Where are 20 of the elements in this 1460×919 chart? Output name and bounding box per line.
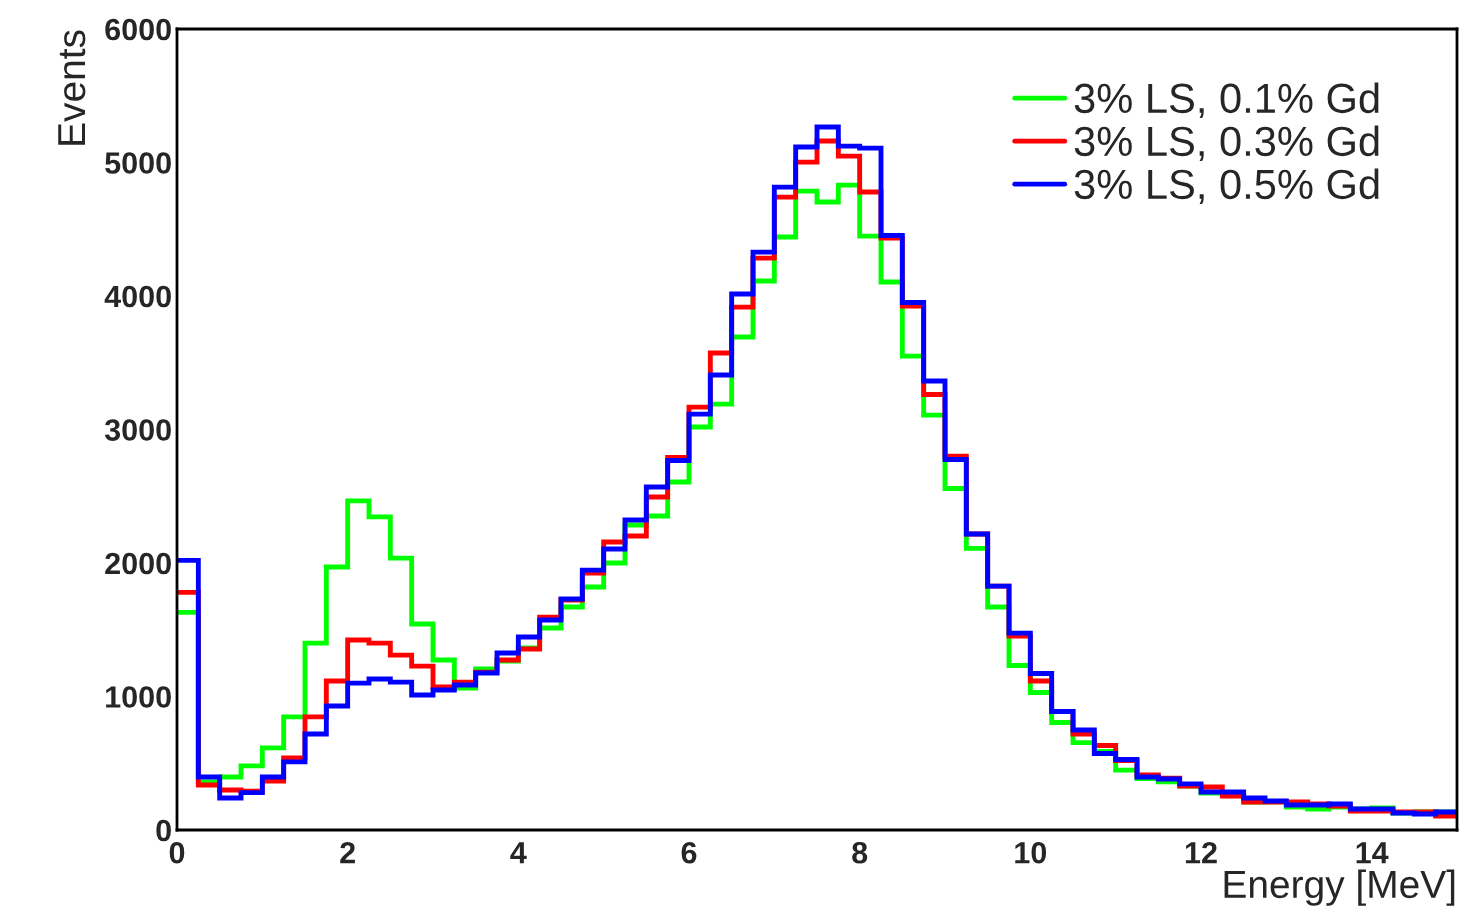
- x-tick-label: 2: [340, 841, 355, 864]
- y-tick-label: 1000: [106, 686, 171, 708]
- y-tick-label: 4000: [104, 285, 171, 308]
- x-axis-title: Energy [MeV]: [1224, 869, 1455, 906]
- x-tick-label: 10: [1015, 841, 1047, 864]
- x-tick-label: 8: [852, 841, 868, 864]
- x-tick-label: 14: [1356, 842, 1389, 864]
- y-tick-label: 5000: [105, 152, 171, 174]
- y-tick-label: 3000: [104, 419, 171, 441]
- legend-label: 3% LS, 0.5% Gd: [1074, 168, 1379, 205]
- y-tick-label: 6000: [105, 18, 171, 41]
- legend-label: 3% LS, 0.3% Gd: [1074, 125, 1379, 162]
- y-tick-label: 2000: [105, 552, 171, 575]
- x-tick-label: 4: [510, 842, 527, 864]
- x-tick-label: 12: [1185, 841, 1217, 864]
- x-tick-label: 6: [681, 841, 697, 864]
- y-axis-title: Events: [58, 30, 86, 145]
- x-tick-label: 0: [169, 841, 185, 864]
- y-tick-label: 0: [156, 819, 171, 842]
- legend-label: 3% LS, 0.1% Gd: [1074, 82, 1379, 119]
